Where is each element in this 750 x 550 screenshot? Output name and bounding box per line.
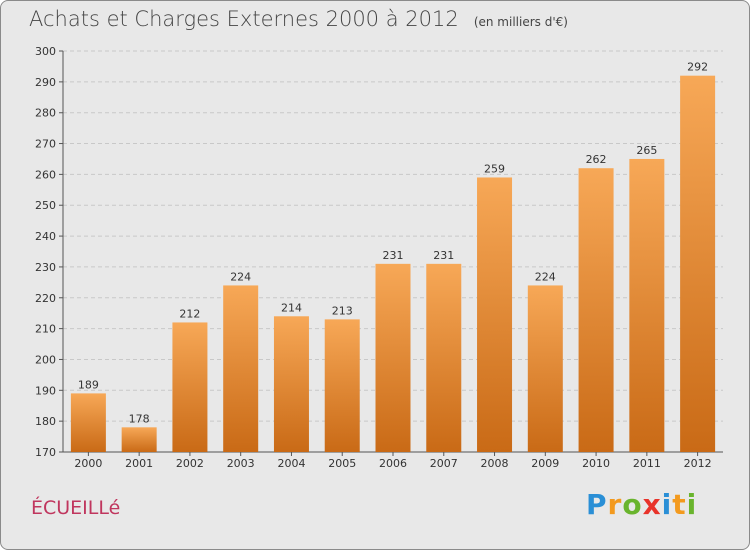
- x-tick-label: 2009: [531, 457, 559, 470]
- x-tick-label: 2011: [633, 457, 661, 470]
- bar: [426, 263, 462, 452]
- logo-letter: i: [661, 488, 673, 521]
- proxiti-logo: Proxiti: [586, 488, 697, 521]
- bar: [223, 285, 259, 452]
- bar: [477, 177, 513, 452]
- y-tick-label: 280: [35, 107, 56, 120]
- data-label: 265: [636, 144, 657, 157]
- bar: [629, 158, 665, 452]
- logo-letter: r: [607, 488, 623, 521]
- logo-letter: o: [622, 488, 643, 521]
- logo-letter: i: [686, 488, 698, 521]
- y-tick-label: 180: [35, 415, 56, 428]
- x-tick-label: 2010: [582, 457, 610, 470]
- bars: [70, 75, 716, 452]
- labels: 189 2000 178 2001 212 2002 224 2003 214 2004 213 20…: [74, 61, 711, 470]
- x-tick-label: 2012: [684, 457, 712, 470]
- logo-letter: t: [672, 488, 687, 521]
- bar: [527, 285, 563, 452]
- y-tick-label: 200: [35, 353, 56, 366]
- axes: 170 180 190 200 210 220 230 240 250 260 270 280 290 3…: [35, 45, 723, 459]
- y-tick-label: 250: [35, 199, 56, 212]
- x-tick-label: 2004: [277, 457, 305, 470]
- bar: [172, 322, 208, 452]
- y-tick-label: 210: [35, 323, 56, 336]
- x-tick-label: 2003: [227, 457, 255, 470]
- data-label: 224: [535, 270, 556, 283]
- bar: [70, 393, 106, 452]
- bar: [273, 316, 309, 452]
- y-tick-label: 240: [35, 230, 56, 243]
- y-tick-label: 270: [35, 138, 56, 151]
- title-row: Achats et Charges Externes 2000 à 2012 (…: [29, 7, 568, 31]
- data-label: 231: [383, 249, 404, 262]
- y-tick-label: 260: [35, 168, 56, 181]
- data-label: 262: [586, 153, 607, 166]
- data-label: 231: [433, 249, 454, 262]
- bar: [324, 319, 360, 452]
- data-label: 292: [687, 61, 708, 74]
- data-label: 178: [129, 412, 150, 425]
- x-tick-label: 2002: [176, 457, 204, 470]
- y-tick-label: 230: [35, 261, 56, 274]
- y-tick-label: 220: [35, 292, 56, 305]
- y-tick-label: 290: [35, 76, 56, 89]
- bar: [375, 263, 411, 452]
- y-tick-label: 300: [35, 45, 56, 58]
- x-tick-label: 2008: [481, 457, 509, 470]
- y-tick-label: 190: [35, 384, 56, 397]
- chart-title: Achats et Charges Externes 2000 à 2012: [29, 7, 459, 31]
- data-label: 212: [179, 307, 200, 320]
- bar: [121, 427, 157, 452]
- x-tick-label: 2001: [125, 457, 153, 470]
- data-label: 189: [78, 378, 99, 391]
- x-tick-label: 2000: [74, 457, 102, 470]
- bar: [680, 75, 716, 452]
- logo-letter: x: [642, 488, 662, 521]
- y-tick-label: 170: [35, 446, 56, 459]
- x-tick-label: 2007: [430, 457, 458, 470]
- chart-subtitle: (en milliers d'€): [473, 15, 568, 29]
- data-label: 213: [332, 304, 353, 317]
- commune-name: ÉCUEILLé: [31, 497, 121, 519]
- data-label: 259: [484, 162, 505, 175]
- logo-letter: P: [586, 488, 608, 521]
- data-label: 224: [230, 270, 251, 283]
- data-label: 214: [281, 301, 302, 314]
- x-tick-label: 2006: [379, 457, 407, 470]
- bar: [578, 168, 614, 452]
- x-tick-label: 2005: [328, 457, 356, 470]
